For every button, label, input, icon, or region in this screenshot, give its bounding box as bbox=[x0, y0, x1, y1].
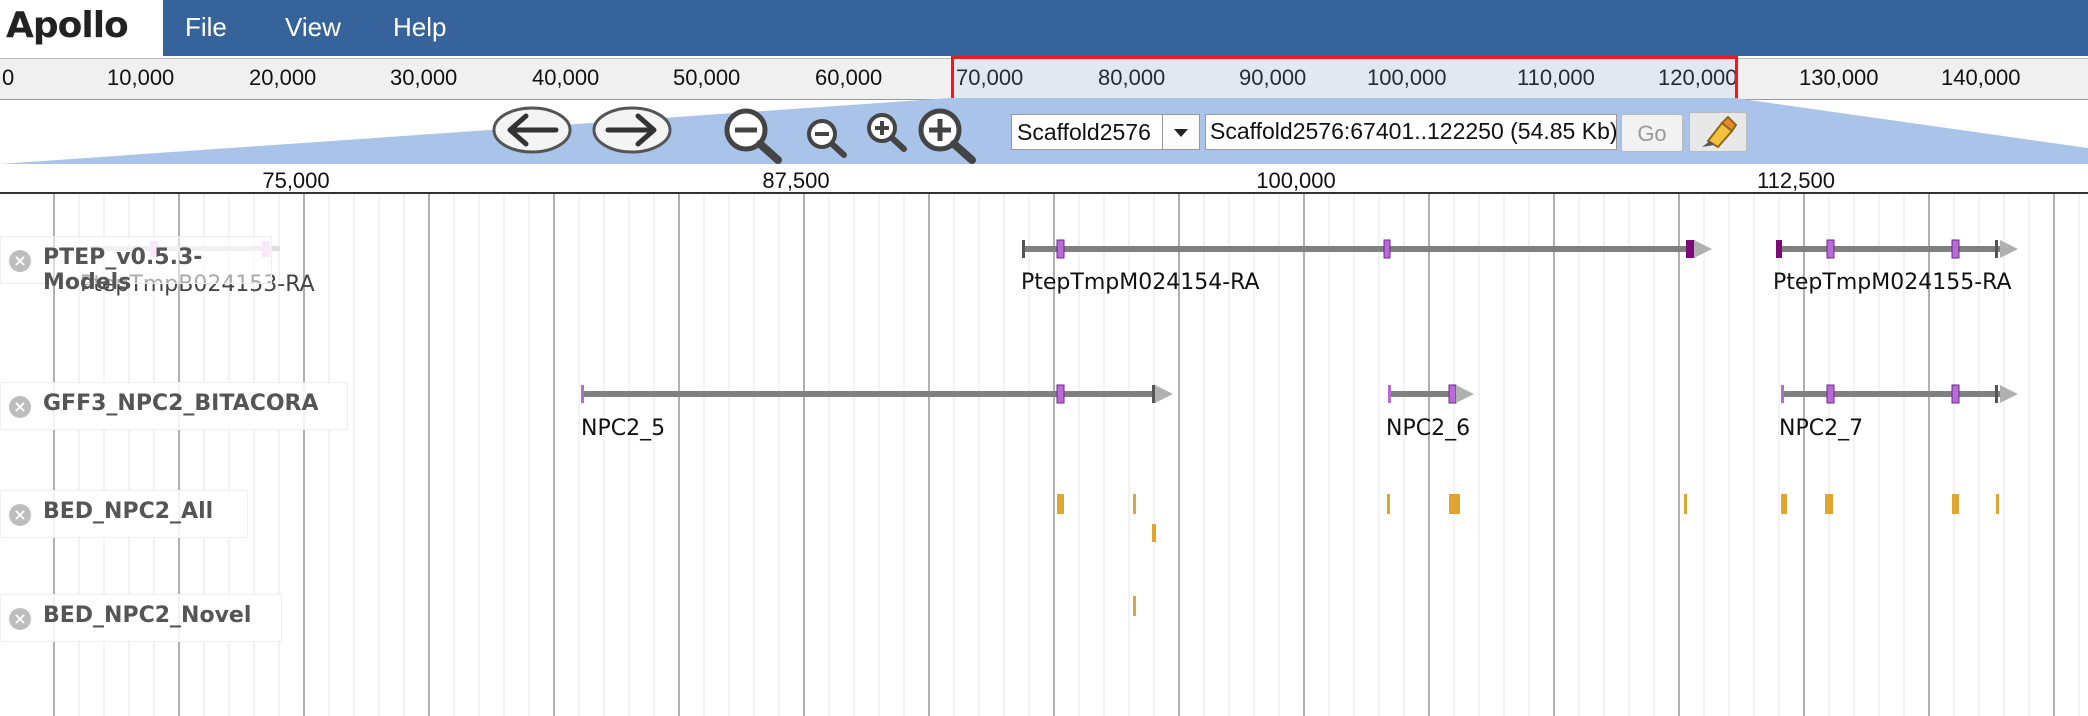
overview-tick: 130,000 bbox=[1799, 65, 1879, 90]
menu-bar: Apollo File View Help bbox=[0, 0, 2088, 56]
overview-tick: 70,000 bbox=[956, 65, 1024, 90]
menu-view[interactable]: View bbox=[285, 12, 341, 42]
logo-text: Apollo bbox=[6, 5, 129, 46]
track-label-bed-novel[interactable]: × BED_NPC2_Novel bbox=[0, 594, 282, 642]
feature-label: PtepTmpM024154-RA bbox=[1021, 270, 1260, 295]
npc2-5-feature[interactable] bbox=[581, 384, 1173, 404]
reference-dropdown-button[interactable] bbox=[1162, 114, 1200, 150]
track-area[interactable]: PtepTmpB024153-RA PtepTmpM024154-RA Ptep… bbox=[0, 194, 2088, 716]
overview-tick: 120,000 bbox=[1658, 65, 1738, 90]
overview-tick: 40,000 bbox=[532, 65, 600, 90]
zoom-in-large-icon[interactable] bbox=[916, 106, 980, 164]
track-name: GFF3_NPC2_BITACORA bbox=[43, 391, 319, 416]
overview-tick: 50,000 bbox=[673, 65, 741, 90]
track-name: BED_NPC2_Novel bbox=[43, 603, 252, 628]
coordinate-ruler: 75,000 87,500 100,000 112,500 bbox=[0, 164, 2088, 194]
feature-label: NPC2_5 bbox=[581, 416, 666, 441]
bed-all-features[interactable] bbox=[1057, 494, 1999, 542]
go-button[interactable]: Go bbox=[1621, 114, 1683, 152]
ruler-tick: 75,000 bbox=[262, 168, 330, 193]
close-icon[interactable]: × bbox=[9, 250, 31, 272]
ruler-tick: 100,000 bbox=[1256, 168, 1336, 193]
track-label-ptep-models[interactable]: × PTEP_v0.5.3-Models bbox=[0, 236, 272, 295]
overview-tick: 80,000 bbox=[1098, 65, 1166, 90]
bed-novel-features[interactable] bbox=[1133, 596, 1136, 616]
zoom-in-small-icon[interactable] bbox=[864, 110, 910, 154]
overview-ruler[interactable]: 0 10,000 20,000 30,000 40,000 50,000 60,… bbox=[0, 58, 2088, 100]
menu-file[interactable]: File bbox=[185, 12, 227, 42]
forward-arrow-icon[interactable] bbox=[590, 104, 674, 156]
dropdown-arrow-icon bbox=[1174, 129, 1188, 137]
overview-tick: 0 bbox=[2, 65, 15, 90]
overview-tick: 110,000 bbox=[1517, 65, 1595, 90]
overview-tick: 10,000 bbox=[107, 65, 175, 90]
back-arrow-icon[interactable] bbox=[490, 104, 574, 156]
ruler-tick: 112,500 bbox=[1757, 168, 1835, 193]
feature-label: NPC2_6 bbox=[1386, 416, 1471, 441]
track-name: BED_NPC2_All bbox=[43, 499, 214, 524]
close-icon[interactable]: × bbox=[9, 608, 31, 630]
track-name: PTEP_v0.5.3-Models bbox=[43, 245, 203, 295]
menu-help[interactable]: Help bbox=[393, 12, 447, 42]
ruler-tick: 87,500 bbox=[762, 168, 830, 193]
feature-label: NPC2_7 bbox=[1779, 416, 1864, 441]
overview-tick: 140,000 bbox=[1941, 65, 2021, 90]
overview-tick: 30,000 bbox=[390, 65, 458, 90]
location-input[interactable]: Scaffold2576:67401..122250 (54.85 Kb) bbox=[1205, 114, 1617, 150]
highlight-button[interactable] bbox=[1689, 112, 1747, 152]
feature-label: PtepTmpM024155-RA bbox=[1773, 270, 2012, 295]
zoom-out-large-icon[interactable] bbox=[722, 106, 786, 164]
reference-sequence-select[interactable]: Scaffold2576 bbox=[1011, 114, 1167, 150]
zoom-out-small-icon[interactable] bbox=[804, 116, 850, 160]
track-label-bed-all[interactable]: × BED_NPC2_All bbox=[0, 490, 248, 538]
gene-model-2[interactable] bbox=[1022, 239, 1712, 259]
track-label-gff3-npc2[interactable]: × GFF3_NPC2_BITACORA bbox=[0, 382, 348, 430]
gene-model-3[interactable] bbox=[1776, 239, 2018, 259]
reference-sequence-value: Scaffold2576 bbox=[1017, 119, 1151, 145]
apollo-logo: Apollo bbox=[0, 0, 163, 56]
npc2-7-feature[interactable] bbox=[1781, 384, 2018, 404]
overview-tick: 60,000 bbox=[815, 65, 883, 90]
close-icon[interactable]: × bbox=[9, 396, 31, 418]
close-icon[interactable]: × bbox=[9, 504, 31, 526]
overview-tick: 20,000 bbox=[249, 65, 317, 90]
highlighter-icon bbox=[1702, 115, 1738, 149]
npc2-6-feature[interactable] bbox=[1388, 384, 1474, 404]
overview-tick: 90,000 bbox=[1239, 65, 1307, 90]
overview-tick: 100,000 bbox=[1367, 65, 1447, 90]
overview-selection-box[interactable] bbox=[951, 56, 1738, 102]
